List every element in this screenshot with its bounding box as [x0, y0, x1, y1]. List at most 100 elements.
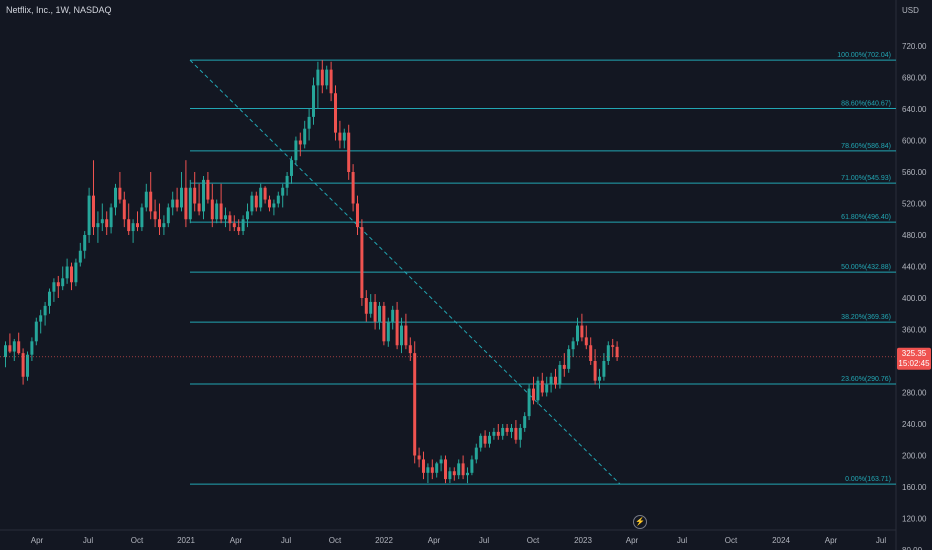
candle-body: [303, 128, 307, 145]
candle-body: [254, 195, 258, 208]
candle: [65, 258, 69, 284]
candle-body: [241, 219, 245, 232]
candle: [228, 211, 232, 232]
candle: [100, 203, 104, 232]
price-badge-bg: [897, 347, 931, 370]
candle-body: [188, 187, 192, 220]
candle-body: [325, 69, 329, 86]
candle-body: [558, 364, 562, 385]
candle: [342, 128, 346, 149]
candle: [518, 424, 522, 448]
candle-body: [175, 199, 179, 208]
candle-body: [149, 191, 153, 212]
price-tick-label: 640.00: [902, 105, 927, 114]
candle-body: [136, 223, 139, 228]
candle: [188, 179, 192, 224]
candle: [505, 424, 509, 436]
candle: [153, 199, 157, 228]
candle-body: [369, 301, 373, 314]
candle-body: [61, 278, 65, 287]
time-tick-label: Jul: [83, 536, 93, 545]
time-axis[interactable]: Apr Jul Oct 2021 Apr Jul Oct 2022 Apr Jul Oct 2023 A…: [31, 536, 887, 545]
fibonacci-retracement[interactable]: 100.00%(702.04) 88.60%(640.67) 78.60%(586.…: [190, 52, 896, 485]
candle-body: [492, 431, 496, 436]
time-tick-label: 2021: [177, 536, 195, 545]
candle: [52, 278, 56, 302]
candle: [584, 325, 588, 350]
candle: [232, 215, 236, 232]
time-tick-label: Oct: [131, 536, 144, 545]
candle-body: [17, 341, 21, 354]
price-tick-label: 520.00: [902, 200, 927, 209]
candle: [246, 203, 249, 228]
candle-body: [457, 463, 461, 476]
candle-body: [320, 69, 324, 86]
candle: [118, 172, 122, 204]
candle-body: [276, 195, 280, 204]
candle-body: [523, 416, 527, 428]
candle-body: [593, 361, 597, 381]
last-price-badge: 325.35 15:02:45: [897, 347, 931, 370]
candle: [373, 294, 377, 330]
candle: [144, 183, 148, 212]
candle-body: [232, 223, 236, 228]
candle: [334, 85, 337, 141]
candle: [426, 463, 430, 484]
candle: [162, 215, 166, 235]
candle-body: [162, 223, 166, 228]
symbol-title[interactable]: Netflix, Inc., 1W, NASDAQ: [6, 5, 112, 15]
candle: [567, 345, 571, 373]
candle: [615, 341, 619, 361]
candle: [158, 203, 161, 235]
candle: [109, 203, 113, 234]
candle: [96, 211, 100, 243]
last-price-value: 325.35: [902, 349, 927, 358]
candle: [197, 183, 201, 216]
candle: [259, 183, 263, 212]
candle: [378, 301, 381, 330]
candle: [347, 124, 351, 180]
candle: [492, 427, 496, 440]
trend-line[interactable]: [189, 59, 621, 485]
lightning-bolt-icon[interactable]: ⚡: [633, 515, 647, 529]
candle-body: [312, 85, 315, 117]
candle-body: [43, 305, 47, 316]
candle-body: [39, 315, 43, 322]
candle: [26, 351, 29, 381]
candle-body: [452, 471, 456, 476]
candle: [483, 430, 487, 448]
candle: [290, 156, 293, 184]
candle: [215, 199, 219, 224]
candle: [364, 290, 368, 322]
candle-body: [580, 325, 584, 338]
candle-body: [435, 463, 439, 473]
time-tick-label: Jul: [281, 536, 291, 545]
fib-level-label: 61.80%(496.40): [841, 214, 891, 221]
candle-body: [461, 463, 465, 476]
candle: [549, 372, 553, 393]
candle: [136, 211, 139, 232]
trend-line-segment: [189, 59, 621, 485]
candle: [488, 431, 491, 448]
candle: [180, 172, 183, 212]
candle: [435, 461, 439, 478]
candle-body: [263, 187, 267, 200]
candle: [92, 160, 95, 235]
candle-body: [52, 282, 56, 292]
candle: [351, 164, 355, 212]
price-tick-label: 200.00: [902, 452, 927, 461]
candle-body: [65, 266, 69, 279]
time-tick-label: Jul: [876, 536, 886, 545]
candle: [210, 183, 214, 228]
candle-body: [219, 203, 223, 220]
candle: [501, 424, 505, 440]
candle-body: [70, 266, 73, 283]
candle-body: [606, 345, 610, 361]
candle-body: [378, 305, 381, 322]
candle: [461, 455, 465, 480]
candle-body: [87, 195, 91, 235]
time-tick-label: Jul: [479, 536, 489, 545]
candle-body: [514, 427, 518, 440]
